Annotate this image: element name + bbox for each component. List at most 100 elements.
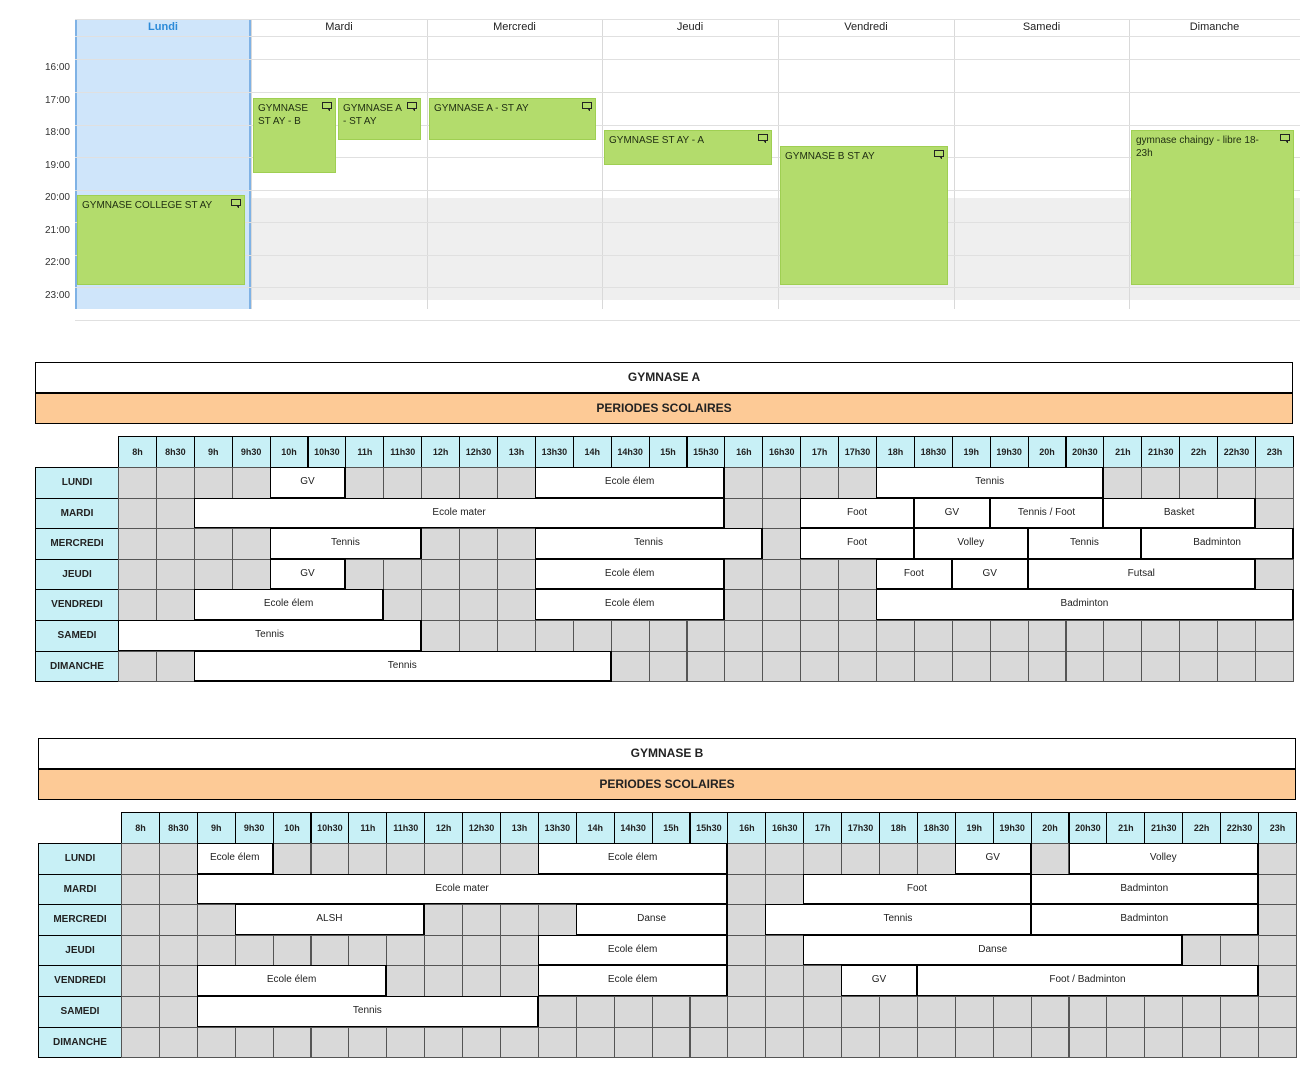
empty-slot [421, 558, 461, 591]
activity-slot[interactable]: GV [269, 558, 347, 591]
hour-header: 14h [575, 812, 615, 844]
activity-slot[interactable]: Ecole mater [196, 873, 729, 906]
day-label: JEUDI [38, 934, 122, 967]
grid-line [75, 19, 1300, 20]
comment-icon [934, 150, 944, 161]
activity-slot[interactable]: Tennis [269, 528, 423, 560]
activity-slot[interactable]: Badminton [1030, 873, 1259, 906]
day-header[interactable]: Dimanche [1189, 21, 1240, 33]
activity-slot[interactable]: Ecole élem [534, 558, 726, 591]
day-header[interactable]: Samedi [1022, 21, 1061, 33]
empty-slot [158, 873, 198, 906]
empty-slot [1103, 467, 1143, 499]
day-column-jeudi[interactable] [602, 19, 778, 309]
empty-slot [613, 996, 653, 1028]
empty-slot [1106, 996, 1146, 1028]
activity-slot[interactable]: Tennis [118, 620, 423, 652]
activity-slot[interactable]: ALSH [234, 904, 426, 936]
activity-slot[interactable]: Ecole élem [534, 467, 726, 499]
day-header[interactable]: Lundi [148, 21, 178, 33]
activity-slot[interactable]: Badminton [876, 589, 1294, 621]
activity-slot[interactable]: Ecole élem [196, 965, 388, 997]
calendar-event[interactable]: GYMNASE ST AY - A [604, 130, 772, 165]
day-column-samedi[interactable] [954, 19, 1129, 309]
day-label: LUNDI [38, 843, 122, 875]
empty-slot [348, 843, 388, 875]
activity-slot[interactable]: Tennis [193, 650, 612, 683]
activity-slot[interactable]: Ecole élem [537, 843, 729, 875]
empty-slot [383, 558, 423, 591]
empty-slot [386, 1026, 426, 1059]
activity-slot[interactable]: Volley [913, 528, 1029, 560]
empty-slot [386, 965, 426, 997]
empty-slot [196, 934, 236, 967]
activity-slot[interactable]: Ecole élem [196, 843, 274, 875]
day-column-mardi[interactable] [251, 19, 427, 309]
empty-slot [1144, 1026, 1184, 1059]
hour-header: 15h [648, 436, 688, 468]
day-header[interactable]: Jeudi [676, 21, 704, 33]
calendar-event[interactable]: GYMNASE A - ST AY [429, 97, 596, 141]
day-header[interactable]: Mardi [325, 21, 353, 33]
activity-slot[interactable]: Tennis [765, 904, 1032, 936]
calendar-event[interactable]: GYMNASE ST AY - B [253, 97, 336, 173]
period-title: PERIODES SCOLAIRES [38, 769, 1296, 800]
activity-slot[interactable]: Ecole élem [534, 589, 726, 621]
calendar-event[interactable]: GYMNASE B ST AY [780, 146, 948, 285]
activity-slot[interactable]: Foot [800, 497, 915, 530]
activity-slot[interactable]: GV [841, 965, 918, 997]
activity-slot[interactable]: Danse [575, 904, 729, 936]
comment-icon [758, 134, 768, 144]
day-header[interactable]: Vendredi [844, 21, 888, 33]
day-header[interactable]: Mercredi [493, 21, 536, 33]
activity-slot[interactable]: Volley [1068, 843, 1259, 875]
activity-slot[interactable]: Danse [803, 934, 1184, 967]
activity-slot[interactable]: Tennis [534, 528, 764, 560]
hour-header: 12h30 [462, 812, 501, 844]
activity-slot[interactable]: Futsal [1027, 558, 1256, 591]
calendar-event[interactable]: GYMNASE A - ST AY [338, 97, 421, 141]
empty-slot [762, 497, 802, 530]
activity-slot[interactable]: Tennis / Foot [989, 497, 1105, 530]
activity-slot[interactable]: GV [913, 497, 991, 530]
activity-slot[interactable]: Ecole élem [193, 589, 385, 621]
empty-slot [803, 843, 843, 875]
activity-slot[interactable]: Tennis [196, 996, 539, 1028]
day-column-mercredi[interactable] [427, 19, 602, 309]
activity-slot[interactable]: Ecole mater [193, 497, 726, 530]
empty-slot [158, 1026, 198, 1059]
activity-slot[interactable]: Foot [803, 873, 1032, 906]
event-title: GYMNASE ST AY - B [258, 102, 309, 127]
activity-slot[interactable]: Basket [1103, 497, 1256, 530]
day-column-dimanche[interactable] [1129, 19, 1300, 309]
day-label: SAMEDI [38, 996, 122, 1028]
empty-slot [500, 904, 539, 936]
gymnase-title: GYMNASE A [35, 362, 1293, 393]
activity-slot[interactable]: Ecole élem [537, 934, 729, 967]
hour-header: 13h30 [537, 812, 577, 844]
activity-slot[interactable]: Foot [876, 558, 953, 591]
activity-slot[interactable]: Badminton [1030, 904, 1259, 936]
empty-slot [1220, 1026, 1259, 1059]
activity-slot[interactable]: Foot / Badminton [916, 965, 1259, 997]
empty-slot [727, 873, 767, 906]
hour-header: 23h [1258, 812, 1297, 844]
empty-slot [1255, 497, 1294, 530]
empty-slot [1106, 1026, 1146, 1059]
activity-slot[interactable]: Tennis [876, 467, 1105, 499]
empty-slot [724, 497, 764, 530]
activity-slot[interactable]: GV [954, 843, 1032, 875]
activity-slot[interactable]: GV [951, 558, 1029, 591]
empty-slot [879, 843, 918, 875]
activity-slot[interactable]: Ecole élem [537, 965, 729, 997]
time-label: 16:00 [44, 62, 70, 73]
activity-slot[interactable]: GV [269, 467, 347, 499]
calendar-event[interactable]: gymnase chaingy - libre 18-23h [1131, 130, 1294, 285]
activity-slot[interactable]: Tennis [1027, 528, 1143, 560]
empty-slot [459, 589, 498, 621]
day-column-vendredi[interactable] [778, 19, 954, 309]
activity-slot[interactable]: Foot [800, 528, 915, 560]
calendar-event[interactable]: GYMNASE COLLEGE ST AY [77, 195, 245, 285]
activity-slot[interactable]: Badminton [1141, 528, 1294, 560]
day-label: MERCREDI [35, 528, 119, 560]
